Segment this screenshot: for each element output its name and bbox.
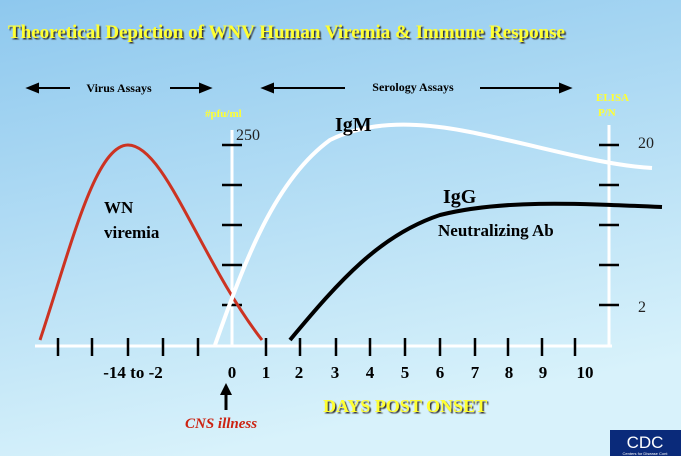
axis-label: 20: [638, 135, 654, 152]
logo-box: [610, 430, 681, 456]
logo-sub: Centers for Disease Cont: [623, 451, 669, 456]
event-arrow: [220, 383, 232, 410]
x-axis-title: DAYS POST ONSET: [323, 396, 487, 416]
logo-name: CDC: [627, 433, 664, 452]
igg-curve: [288, 201, 663, 342]
x-label: 6: [436, 363, 445, 382]
axis-unit: #pfu/ml: [205, 108, 242, 120]
igm-curve: [213, 122, 653, 346]
axes: [35, 125, 619, 356]
x-label: 5: [401, 363, 410, 382]
curve-label: WN: [104, 198, 134, 217]
event-label: CNS illness: [185, 416, 257, 432]
section-arrows: [25, 82, 573, 94]
x-label: 4: [366, 363, 375, 382]
x-label: 9: [539, 363, 548, 382]
curve-label: IgG: [443, 186, 477, 208]
x-label: 10: [577, 363, 594, 382]
x-label: 2: [295, 363, 304, 382]
curve-label: Neutralizing Ab: [438, 221, 554, 240]
section-label: Virus Assays: [86, 81, 152, 95]
x-label: 3: [331, 363, 340, 382]
axis-label: 2: [638, 299, 646, 316]
x-label: 8: [505, 363, 514, 382]
viremia-curve: [38, 143, 264, 341]
x-label: 1: [262, 363, 271, 382]
x-label: -14 to -2: [103, 363, 162, 382]
curve-label: IgM: [335, 114, 372, 136]
title: Theoretical Depiction of WNV Human Virem…: [8, 22, 565, 43]
axis-unit: P/N: [598, 107, 616, 119]
section-label: Serology Assays: [372, 80, 454, 94]
axis-label: 250: [236, 127, 260, 144]
curve-label: viremia: [104, 223, 160, 242]
x-label: 7: [471, 363, 480, 382]
axis-unit: ELISA: [596, 92, 629, 104]
x-label: 0: [228, 363, 237, 382]
